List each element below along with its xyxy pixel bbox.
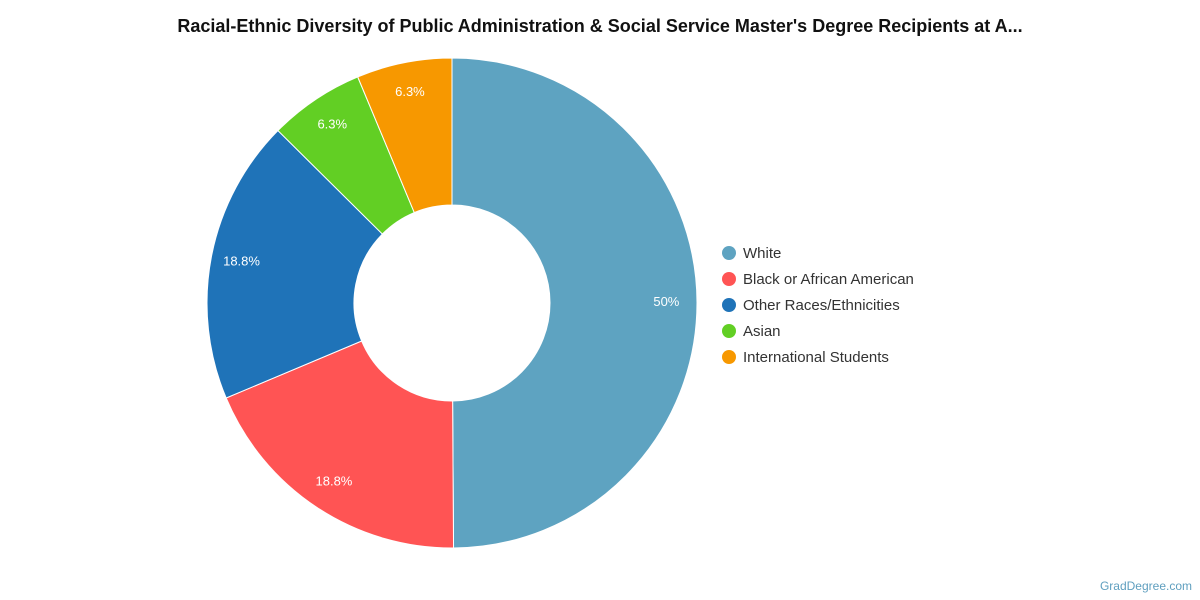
slice-label-3: 6.3% xyxy=(317,117,347,132)
legend-item-3[interactable]: Asian xyxy=(722,318,1042,344)
legend-item-4[interactable]: International Students xyxy=(722,344,1042,370)
slice-label-4: 6.3% xyxy=(395,84,425,99)
slice-0[interactable] xyxy=(451,57,698,549)
chart-title: Racial-Ethnic Diversity of Public Admini… xyxy=(177,16,1023,36)
legend-label-0: White xyxy=(743,244,782,262)
legend-item-1[interactable]: Black or African American xyxy=(722,266,1042,292)
slice-1[interactable] xyxy=(225,340,455,549)
legend-label-1: Black or African American xyxy=(743,270,914,288)
legend-swatch-1 xyxy=(722,272,736,286)
legend-label-2: Other Races/Ethnicities xyxy=(743,296,900,314)
slice-label-0: 50% xyxy=(653,294,679,309)
legend-swatch-3 xyxy=(722,324,736,338)
slice-label-2: 18.8% xyxy=(223,254,260,269)
watermark: GradDegree.com xyxy=(1099,579,1192,593)
legend-label-4: International Students xyxy=(743,348,889,366)
legend-label-3: Asian xyxy=(743,322,781,340)
chart-legend: White Black or African American Other Race… xyxy=(722,240,1042,370)
legend-swatch-2 xyxy=(722,298,736,312)
donut-slices xyxy=(206,57,698,549)
legend-swatch-4 xyxy=(722,350,736,364)
legend-item-0[interactable]: White xyxy=(722,240,1042,266)
slice-label-1: 18.8% xyxy=(316,473,353,488)
legend-swatch-0 xyxy=(722,246,736,260)
legend-item-2[interactable]: Other Races/Ethnicities xyxy=(722,292,1042,318)
slice-2[interactable] xyxy=(206,129,384,399)
slice-4[interactable] xyxy=(357,57,453,214)
slice-labels: 50% 18.8% 18.8% 6.3% 6.3% xyxy=(223,84,680,488)
